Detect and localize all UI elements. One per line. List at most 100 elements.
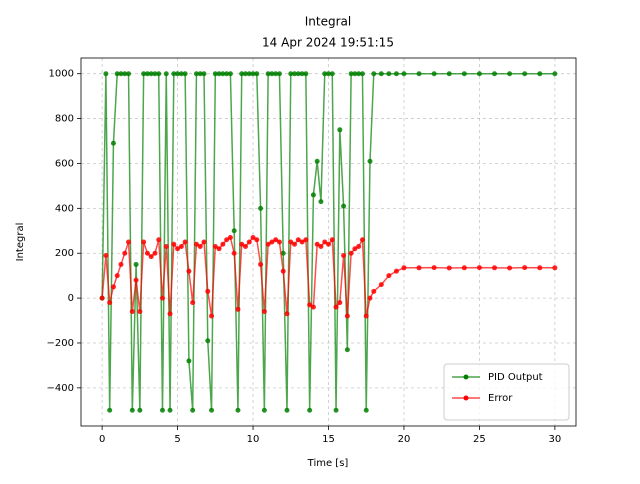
data-point bbox=[333, 407, 339, 413]
x-axis-label: Time [s] bbox=[307, 458, 349, 469]
y-tick-label: −400 bbox=[47, 383, 74, 394]
data-point bbox=[239, 71, 245, 77]
data-point bbox=[235, 306, 241, 312]
data-point bbox=[303, 237, 309, 243]
data-point bbox=[118, 71, 124, 77]
data-point bbox=[431, 265, 437, 271]
data-point bbox=[273, 237, 279, 243]
data-point bbox=[205, 338, 211, 344]
data-point bbox=[107, 300, 113, 306]
legend-label: PID Output bbox=[488, 372, 543, 383]
data-point bbox=[205, 288, 211, 294]
data-point bbox=[299, 239, 305, 245]
data-point bbox=[152, 250, 158, 256]
y-tick-label: 600 bbox=[55, 158, 74, 169]
data-point bbox=[273, 71, 279, 77]
x-tick-label: 30 bbox=[549, 434, 562, 445]
data-point bbox=[461, 265, 467, 271]
y-tick-label: 400 bbox=[55, 203, 74, 214]
data-point bbox=[212, 71, 218, 77]
data-point bbox=[126, 239, 132, 245]
data-point bbox=[159, 407, 165, 413]
data-point bbox=[220, 241, 226, 247]
data-point bbox=[476, 71, 482, 77]
series bbox=[99, 71, 558, 413]
x-tick-label: 10 bbox=[247, 434, 260, 445]
y-tick-label: 200 bbox=[55, 248, 74, 259]
data-point bbox=[356, 243, 362, 249]
data-point bbox=[359, 71, 365, 77]
data-point bbox=[276, 71, 282, 77]
data-point bbox=[401, 265, 407, 271]
data-point bbox=[167, 407, 173, 413]
data-point bbox=[378, 282, 384, 288]
data-point bbox=[307, 407, 313, 413]
data-point bbox=[393, 71, 399, 77]
data-point bbox=[337, 300, 343, 306]
data-point bbox=[114, 71, 120, 77]
data-point bbox=[220, 71, 226, 77]
chart-title: Integral bbox=[305, 15, 351, 29]
data-point bbox=[186, 358, 192, 364]
data-point bbox=[103, 71, 109, 77]
data-point bbox=[476, 265, 482, 271]
data-point bbox=[156, 237, 162, 243]
data-point bbox=[254, 71, 260, 77]
data-point bbox=[552, 265, 558, 271]
data-point bbox=[314, 158, 320, 164]
legend-marker bbox=[463, 395, 469, 401]
data-point bbox=[137, 407, 143, 413]
legend-label: Error bbox=[488, 393, 513, 404]
data-point bbox=[148, 254, 154, 260]
data-point bbox=[171, 71, 177, 77]
data-point bbox=[175, 246, 181, 252]
data-point bbox=[352, 246, 358, 252]
data-point bbox=[461, 71, 467, 77]
series bbox=[99, 235, 558, 319]
data-point bbox=[367, 158, 373, 164]
data-point bbox=[363, 313, 369, 319]
data-point bbox=[295, 71, 301, 77]
data-point bbox=[299, 71, 305, 77]
data-point bbox=[288, 71, 294, 77]
x-tick-label: 20 bbox=[398, 434, 411, 445]
data-point bbox=[190, 300, 196, 306]
data-point bbox=[227, 235, 233, 241]
data-point bbox=[186, 268, 192, 274]
data-point bbox=[144, 250, 150, 256]
data-point bbox=[352, 71, 358, 77]
data-point bbox=[242, 243, 248, 249]
data-point bbox=[446, 71, 452, 77]
data-point bbox=[114, 273, 120, 279]
data-point bbox=[261, 309, 267, 315]
data-point bbox=[386, 71, 392, 77]
data-point bbox=[261, 407, 267, 413]
data-point bbox=[326, 71, 331, 77]
data-point bbox=[280, 268, 286, 274]
data-point bbox=[156, 71, 162, 77]
data-point bbox=[107, 407, 113, 413]
data-point bbox=[246, 239, 252, 245]
data-point bbox=[333, 304, 339, 310]
data-point bbox=[167, 311, 173, 317]
x-tick-label: 5 bbox=[174, 434, 180, 445]
data-point bbox=[178, 71, 184, 77]
data-point bbox=[318, 243, 324, 249]
data-point bbox=[141, 239, 147, 245]
data-point bbox=[341, 203, 347, 209]
plot-frame bbox=[80, 57, 577, 427]
data-point bbox=[348, 71, 354, 77]
data-point bbox=[416, 71, 422, 77]
data-point bbox=[258, 205, 264, 211]
data-point bbox=[269, 71, 275, 77]
data-point bbox=[209, 313, 215, 319]
x-tick-label: 0 bbox=[99, 434, 105, 445]
data-point bbox=[239, 241, 245, 247]
data-point bbox=[216, 246, 222, 252]
data-point bbox=[492, 71, 498, 77]
data-point bbox=[522, 71, 528, 77]
data-point bbox=[537, 71, 543, 77]
data-point bbox=[359, 237, 365, 243]
data-point bbox=[507, 265, 513, 271]
data-point bbox=[193, 71, 199, 77]
